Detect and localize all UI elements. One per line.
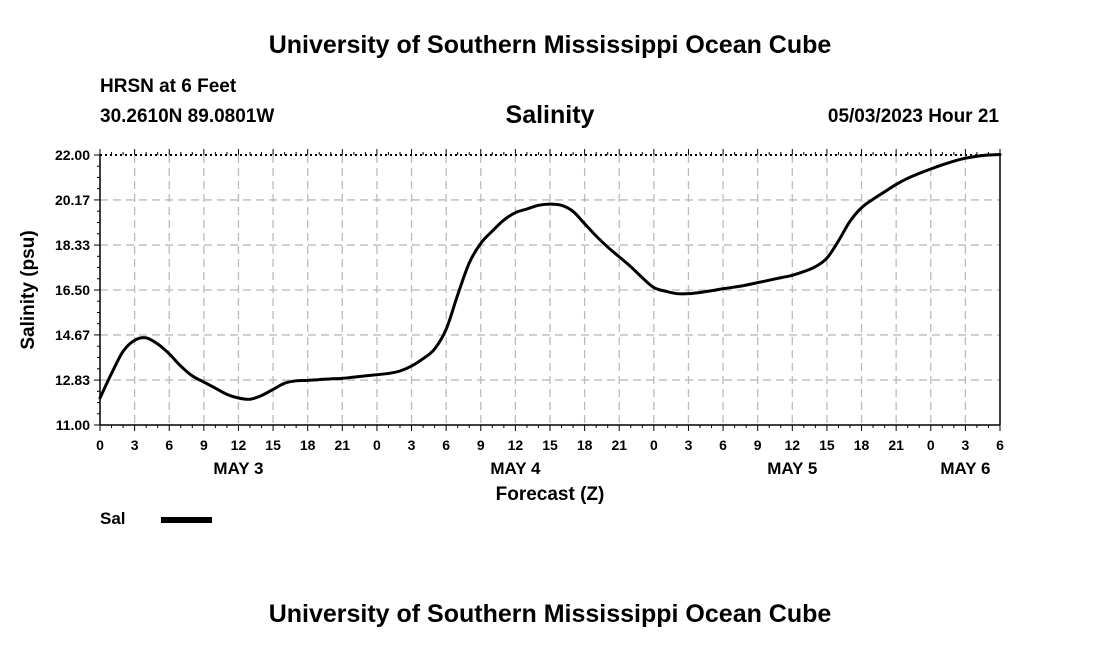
coordinates-label: 30.2610N 89.0801W xyxy=(100,106,275,127)
x-tick-label: 15 xyxy=(265,437,281,453)
x-tick-label: 6 xyxy=(996,437,1004,453)
x-tick-label: 18 xyxy=(577,437,593,453)
x-tick-label: 3 xyxy=(408,437,416,453)
x-tick-label: 21 xyxy=(888,437,904,453)
x-tick-label: 21 xyxy=(335,437,351,453)
y-tick-label: 18.33 xyxy=(55,237,90,253)
date-label: MAY 6 xyxy=(940,459,990,478)
x-tick-label: 6 xyxy=(165,437,173,453)
x-tick-label: 21 xyxy=(611,437,627,453)
x-tick-label: 3 xyxy=(131,437,139,453)
datetime-label: 05/03/2023 Hour 21 xyxy=(827,106,999,127)
y-axis-title: Salinity (psu) xyxy=(18,230,39,349)
y-tick-label: 20.17 xyxy=(55,192,90,208)
x-tick-label: 0 xyxy=(650,437,658,453)
station-label: HRSN at 6 Feet xyxy=(100,76,237,97)
y-tick-label: 22.00 xyxy=(55,147,90,163)
y-tick-label: 12.83 xyxy=(55,372,90,388)
chart-title: Salinity xyxy=(505,101,595,129)
x-tick-label: 6 xyxy=(442,437,450,453)
x-tick-label: 12 xyxy=(231,437,247,453)
page-title: University of Southern Mississippi Ocean… xyxy=(268,31,832,59)
x-axis-title: Forecast (Z) xyxy=(496,484,605,505)
x-tick-label: 0 xyxy=(373,437,381,453)
date-label: MAY 4 xyxy=(490,459,541,478)
salinity-chart: 11.00 12.83 14.67 16.50 18.33 20.17 22.00 0 3 6 9 1… xyxy=(18,147,1004,505)
x-tick-label: 15 xyxy=(819,437,835,453)
series-line-sal xyxy=(98,153,1002,401)
y-tick-label: 16.50 xyxy=(55,282,90,298)
x-tick-label: 3 xyxy=(961,437,969,453)
footer-title: University of Southern Mississippi Ocean… xyxy=(268,600,832,628)
x-tick-label: 0 xyxy=(96,437,104,453)
date-label: MAY 3 xyxy=(213,459,263,478)
x-tick-label: 12 xyxy=(785,437,801,453)
y-tick-label: 14.67 xyxy=(55,327,90,343)
x-tick-label: 9 xyxy=(754,437,762,453)
x-tick-label: 9 xyxy=(477,437,485,453)
x-tick-label: 6 xyxy=(719,437,727,453)
x-tick-label: 9 xyxy=(200,437,208,453)
y-tick-label: 11.00 xyxy=(56,417,90,433)
legend-swatch xyxy=(161,517,212,523)
x-tick-label: 12 xyxy=(508,437,524,453)
x-tick-label: 18 xyxy=(300,437,316,453)
x-tick-label: 15 xyxy=(542,437,558,453)
x-tick-label: 3 xyxy=(685,437,693,453)
legend-label: Sal xyxy=(100,509,126,528)
x-tick-label: 18 xyxy=(854,437,870,453)
x-tick-label: 0 xyxy=(927,437,935,453)
date-label: MAY 5 xyxy=(767,459,817,478)
